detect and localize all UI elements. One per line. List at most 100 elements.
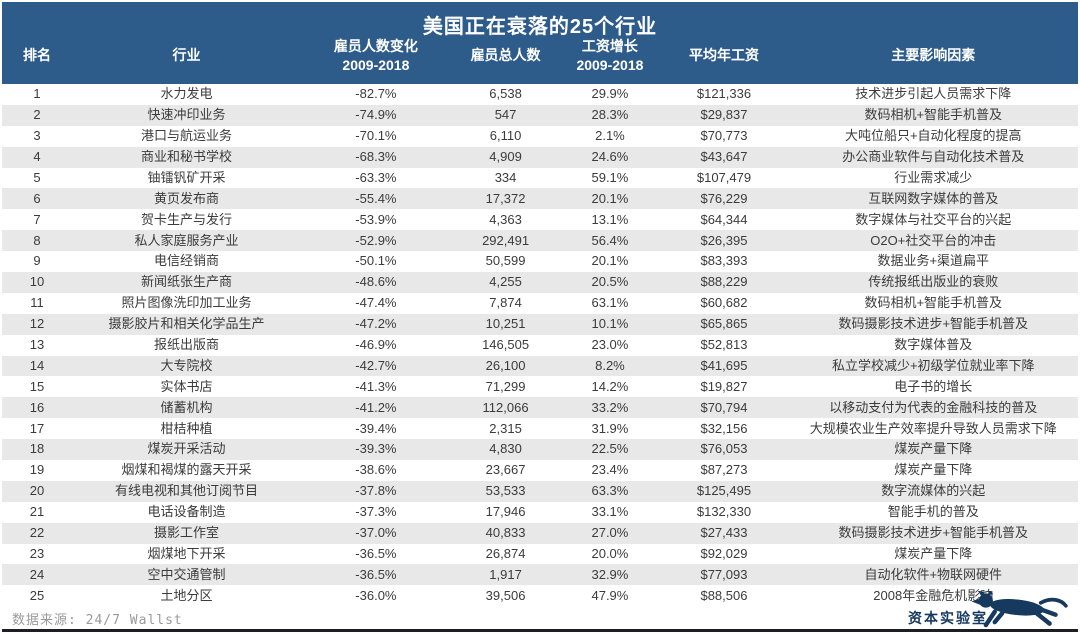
cell-total-employees: 26,100 xyxy=(485,357,526,373)
cell-total-employees: 4,909 xyxy=(489,148,522,164)
cell-total-employees: 39,506 xyxy=(485,587,526,603)
table-row: 3 港口与航运业务 -70.1% 6,110 2.1% $70,773 大吨位船只+自动化程… xyxy=(2,125,1078,147)
cell-factor: 传统报纸出版业的衰败 xyxy=(868,274,999,290)
cell-wage-growth: 20.1% xyxy=(591,190,629,206)
cell-avg-wage: $64,344 xyxy=(700,211,748,227)
cell-rank: 21 xyxy=(29,504,45,520)
cell-rank: 9 xyxy=(33,253,41,269)
cell-wage-growth: 20.5% xyxy=(591,274,629,290)
cell-total-employees: 547 xyxy=(494,107,517,123)
cell-avg-wage: $107,479 xyxy=(696,169,752,185)
cell-wage-growth: 63.1% xyxy=(591,295,629,311)
cell-total-employees: 53,533 xyxy=(485,483,526,499)
table-header: 排名 行业 雇员人数变化 2009-2018 雇员总人数 工资增长 2009-2… xyxy=(2,36,1078,84)
cell-total-employees: 7,874 xyxy=(489,295,522,311)
table-row: 6 黄页发布商 -55.4% 17,372 20.1% $76,229 互联网数字媒体的普及 xyxy=(2,188,1078,210)
cell-employee-change: -37.8% xyxy=(355,483,397,499)
page-title: 美国正在衰落的25个行业 xyxy=(2,2,1078,38)
cell-factor: 煤炭产量下降 xyxy=(894,545,973,561)
cell-factor: 数码相机+智能手机普及 xyxy=(864,295,1003,311)
cell-industry: 实体书店 xyxy=(160,378,213,394)
cell-rank: 7 xyxy=(33,211,41,227)
cell-industry: 空中交通管制 xyxy=(147,566,226,582)
cell-factor: 行业需求减少 xyxy=(894,169,973,185)
cell-employee-change: -63.3% xyxy=(355,169,397,185)
cell-avg-wage: $132,330 xyxy=(696,504,752,520)
cell-rank: 6 xyxy=(33,190,41,206)
cell-rank: 11 xyxy=(30,295,44,311)
cell-total-employees: 6,110 xyxy=(489,128,522,144)
cell-employee-change: -37.3% xyxy=(355,504,397,520)
cell-factor: 数字媒体普及 xyxy=(894,336,973,352)
table-row: 8 私人家庭服务产业 -52.9% 292,491 56.4% $26,395 O2O+社交… xyxy=(2,230,1078,252)
cell-total-employees: 26,874 xyxy=(485,545,526,561)
cell-wage-growth: 32.9% xyxy=(591,566,629,582)
cell-wage-growth: 20.1% xyxy=(591,253,629,269)
cell-rank: 19 xyxy=(29,462,45,478)
cell-industry: 土地分区 xyxy=(160,587,213,603)
cell-factor: 私立学校减少+初级学位就业率下降 xyxy=(831,357,1035,373)
cell-employee-change: -46.9% xyxy=(355,336,397,352)
cell-rank: 3 xyxy=(33,128,41,144)
cell-total-employees: 292,491 xyxy=(482,232,530,248)
cell-avg-wage: $76,053 xyxy=(700,441,748,457)
cell-factor: 煤炭产量下降 xyxy=(894,441,973,457)
cell-avg-wage: $60,682 xyxy=(700,295,748,311)
cell-wage-growth: 29.9% xyxy=(591,86,629,102)
cell-wage-growth: 23.4% xyxy=(591,462,629,478)
table-body: 1 水力发电 -82.7% 6,538 29.9% $121,336 技术进步引起人员需求下… xyxy=(2,84,1078,607)
cell-rank: 25 xyxy=(29,587,45,603)
cell-factor: 数字媒体与社交平台的兴起 xyxy=(855,211,1012,227)
col-header-label: 行业 xyxy=(172,47,201,64)
cell-industry: 商业和秘书学校 xyxy=(141,148,233,164)
cell-industry: 烟煤地下开采 xyxy=(147,545,226,561)
cell-avg-wage: $27,433 xyxy=(700,525,748,540)
cell-rank: 4 xyxy=(33,148,41,164)
cell-employee-change: -36.5% xyxy=(355,566,397,582)
cell-industry: 煤炭开采活动 xyxy=(147,441,226,457)
col-header-label: 排名 xyxy=(22,47,51,64)
cell-industry: 铀镭钒矿开采 xyxy=(147,169,226,185)
cell-employee-change: -41.3% xyxy=(355,378,397,394)
cell-employee-change: -74.9% xyxy=(355,107,397,123)
cell-total-employees: 112,066 xyxy=(482,399,529,415)
cell-factor: 电子书的增长 xyxy=(894,378,973,394)
cell-factor: 大规模农业生产效率提升导致人员需求下降 xyxy=(809,420,1057,436)
table-row: 14 大专院校 -42.7% 26,100 8.2% $41,695 私立学校减少+初级学位… xyxy=(2,355,1078,377)
cell-employee-change: -47.2% xyxy=(355,316,397,332)
table-row: 5 铀镭钒矿开采 -63.3% 334 59.1% $107,479 行业需求减少 xyxy=(2,167,1078,189)
cell-employee-change: -48.6% xyxy=(355,274,397,290)
cell-employee-change: -53.9% xyxy=(355,211,397,227)
cell-industry: 摄影工作室 xyxy=(154,525,220,540)
cell-factor: 智能手机的普及 xyxy=(887,504,979,520)
cell-wage-growth: 33.1% xyxy=(591,504,629,520)
col-header-label: 平均年工资 xyxy=(688,47,759,64)
cell-employee-change: -55.4% xyxy=(355,190,397,206)
col-header-sublabel: 2009-2018 xyxy=(342,56,410,73)
cell-total-employees: 17,946 xyxy=(485,504,526,520)
cell-total-employees: 4,830 xyxy=(489,441,522,457)
cell-employee-change: -82.7% xyxy=(355,86,397,102)
cell-factor: 数据业务+渠道扁平 xyxy=(877,253,990,269)
cell-employee-change: -36.5% xyxy=(355,545,397,561)
col-header-wage-growth: 工资增长 2009-2018 xyxy=(560,36,659,84)
cell-rank: 10 xyxy=(29,274,45,290)
cell-industry: 电话设备制造 xyxy=(147,504,226,520)
col-header-label: 雇员总人数 xyxy=(470,47,541,64)
cell-factor: 技术进步引起人员需求下降 xyxy=(855,86,1012,102)
cell-avg-wage: $29,837 xyxy=(700,107,748,123)
cell-industry: 贺卡生产与发行 xyxy=(141,211,233,227)
cell-avg-wage: $76,229 xyxy=(700,190,748,206)
table-row: 7 贺卡生产与发行 -53.9% 4,363 13.1% $64,344 数字媒体与社交平台… xyxy=(2,209,1078,231)
cell-avg-wage: $32,156 xyxy=(700,420,748,436)
table-row: 11 照片图像洗印加工业务 -47.4% 7,874 63.1% $60,682 数码相机+… xyxy=(2,292,1078,314)
table-row: 25 土地分区 -36.0% 39,506 47.9% $88,506 2008年金融危机影… xyxy=(2,585,1078,607)
cell-total-employees: 4,255 xyxy=(489,274,522,290)
col-header-label: 主要影响因素 xyxy=(891,47,976,64)
cell-total-employees: 40,833 xyxy=(485,525,526,540)
cell-total-employees: 1,917 xyxy=(489,566,522,582)
cell-rank: 1 xyxy=(33,86,41,102)
cell-avg-wage: $77,093 xyxy=(700,566,748,582)
cell-wage-growth: 20.0% xyxy=(591,545,629,561)
